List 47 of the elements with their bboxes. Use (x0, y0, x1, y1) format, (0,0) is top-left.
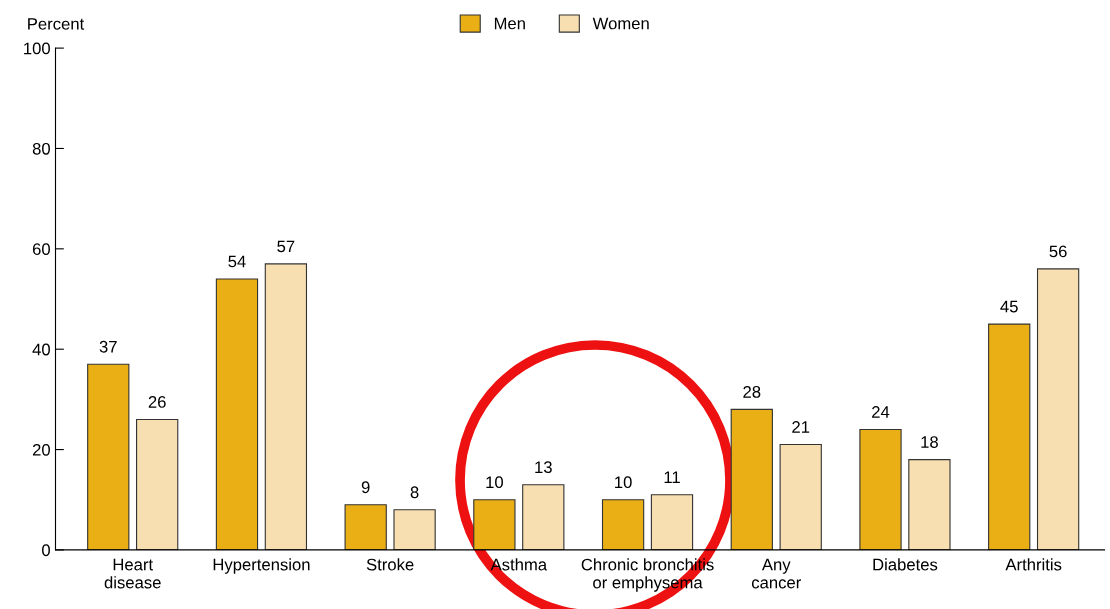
data-label: 26 (148, 396, 166, 408)
bar (136, 418, 179, 550)
y-axis-title: Percent (28, 18, 85, 30)
x-tick-label: Heart disease (104, 558, 161, 589)
data-label: 54 (228, 255, 246, 268)
bar (215, 278, 259, 550)
legend-label: Women (592, 17, 649, 30)
x-tick-label: Hypertension (213, 558, 310, 574)
data-label: 21 (792, 421, 810, 433)
bar (908, 459, 951, 550)
x-tick-label: Arthritis (1005, 558, 1062, 571)
data-label: 10 (486, 476, 503, 489)
bar (87, 363, 130, 550)
data-label: 45 (1000, 300, 1018, 313)
y-tick-label: 0 (42, 544, 50, 557)
bar (650, 494, 694, 550)
y-tick-label: 40 (32, 343, 50, 356)
y-tick-label: 60 (32, 243, 50, 256)
data-label: 11 (664, 471, 680, 483)
bar (779, 443, 822, 550)
data-label: 13 (535, 461, 552, 474)
bar (473, 499, 516, 550)
data-label: 28 (743, 385, 761, 398)
data-label: 24 (872, 406, 890, 418)
bar (601, 499, 645, 550)
data-label: 8 (410, 486, 419, 499)
bar (988, 323, 1031, 550)
bar (344, 504, 387, 550)
bar (264, 263, 308, 550)
data-label: 10 (615, 476, 632, 489)
data-label: 37 (99, 340, 117, 353)
data-label: 9 (361, 481, 370, 494)
bar (859, 428, 902, 550)
data-label: 56 (1049, 245, 1067, 258)
data-label: 18 (921, 436, 938, 448)
x-tick-label: Diabetes (873, 558, 938, 571)
data-label: 57 (277, 240, 295, 253)
y-tick-label: 80 (32, 142, 50, 155)
bar (522, 484, 565, 550)
legend-label: Men (494, 17, 525, 30)
y-tick-label: 20 (32, 443, 50, 456)
bar (1036, 268, 1080, 550)
x-tick-label: Stroke (366, 558, 414, 571)
bar (393, 509, 436, 550)
y-tick-label: 100 (24, 42, 50, 55)
bar (730, 408, 773, 550)
x-tick-label: Any cancer (751, 558, 801, 589)
